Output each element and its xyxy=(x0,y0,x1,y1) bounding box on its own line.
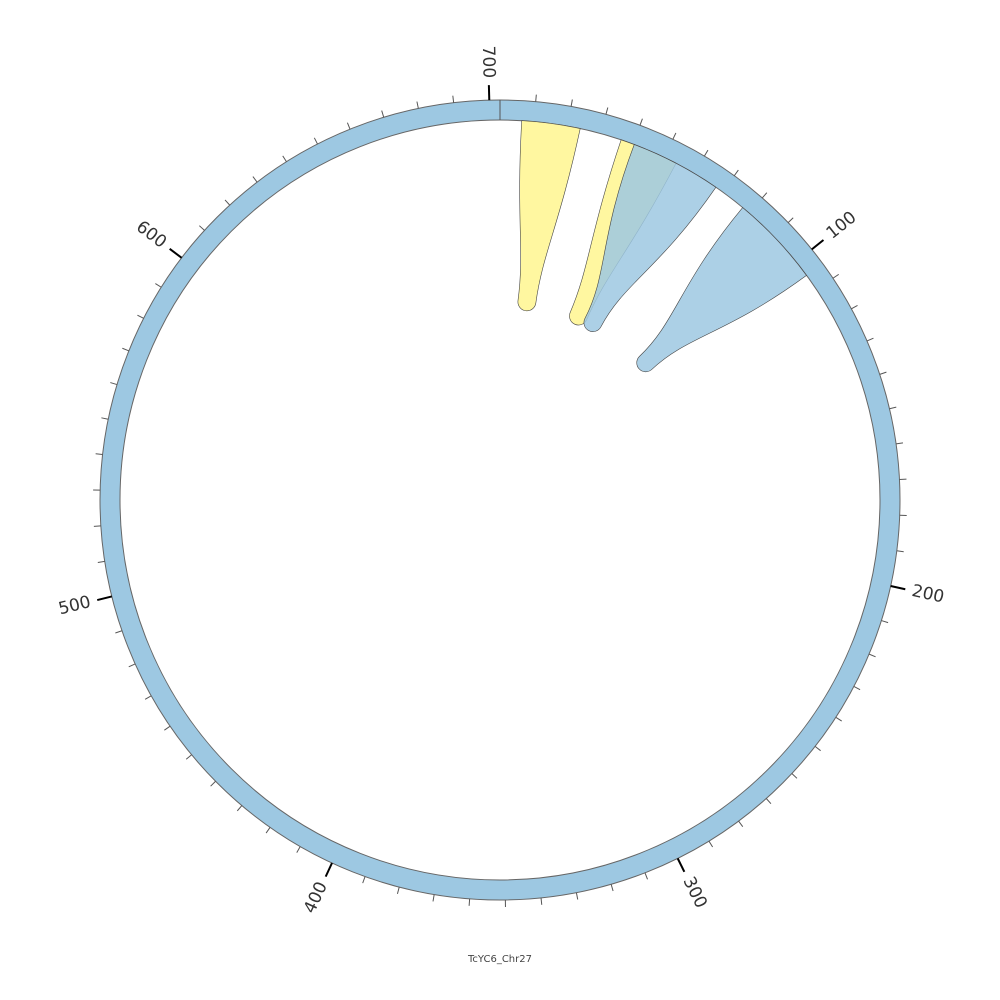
major-tick xyxy=(676,857,686,873)
tick-label: 200 xyxy=(910,581,946,608)
minor-tick xyxy=(95,453,103,456)
minor-tick xyxy=(115,630,123,634)
minor-tick xyxy=(575,892,579,900)
minor-tick xyxy=(644,872,648,880)
minor-tick xyxy=(110,382,118,386)
minor-tick xyxy=(832,273,840,279)
minor-tick xyxy=(733,169,739,177)
tick-label: 700 xyxy=(478,45,499,78)
minor-tick xyxy=(252,176,258,183)
minor-tick xyxy=(835,716,842,722)
minor-tick xyxy=(97,560,105,563)
chart-title: TcYC6_Chr27 xyxy=(467,954,532,965)
minor-tick xyxy=(210,780,216,787)
minor-tick xyxy=(346,122,351,130)
minor-tick xyxy=(881,620,889,624)
major-tick xyxy=(169,247,183,259)
minor-tick xyxy=(185,754,192,760)
minor-tick xyxy=(879,371,887,375)
major-tick xyxy=(97,595,113,602)
tick-label: 600 xyxy=(132,217,170,253)
major-tick xyxy=(324,862,333,878)
minor-tick xyxy=(381,110,385,118)
minor-tick xyxy=(101,417,109,420)
tick-label: 100 xyxy=(823,207,861,243)
minor-tick xyxy=(432,894,435,902)
minor-tick xyxy=(814,745,821,752)
minor-tick xyxy=(396,886,400,894)
tick-label: 500 xyxy=(57,592,93,619)
link xyxy=(636,207,807,373)
chromosome-track xyxy=(99,99,901,901)
minor-tick xyxy=(452,95,455,103)
minor-tick xyxy=(765,798,772,805)
minor-tick xyxy=(866,337,874,342)
minor-tick xyxy=(708,840,714,848)
tick-label: 300 xyxy=(678,874,710,912)
minor-tick xyxy=(570,99,573,107)
minor-tick xyxy=(144,695,152,700)
minor-tick xyxy=(540,897,543,905)
major-tick xyxy=(811,239,825,251)
minor-tick xyxy=(282,155,287,163)
minor-tick xyxy=(791,773,798,779)
minor-tick xyxy=(198,225,205,231)
major-tick xyxy=(890,585,906,591)
minor-tick xyxy=(853,685,861,691)
minor-tick xyxy=(137,314,144,319)
minor-tick xyxy=(128,663,136,668)
minor-tick xyxy=(639,118,643,126)
minor-tick xyxy=(265,827,271,834)
minor-tick xyxy=(672,132,677,140)
minor-tick xyxy=(155,283,162,288)
minor-tick xyxy=(296,846,301,853)
minor-tick xyxy=(851,305,858,310)
tick-label: 400 xyxy=(300,879,332,917)
minor-tick xyxy=(895,442,904,445)
minor-tick xyxy=(236,805,243,812)
minor-tick xyxy=(313,137,318,145)
minor-tick xyxy=(535,94,537,102)
minor-tick xyxy=(703,149,709,157)
minor-tick xyxy=(122,347,130,352)
minor-tick xyxy=(362,876,366,884)
link xyxy=(583,144,717,332)
minor-tick xyxy=(896,550,904,553)
minor-tick xyxy=(224,199,231,206)
minor-tick xyxy=(787,217,794,223)
minor-tick xyxy=(164,725,171,731)
minor-tick xyxy=(416,101,419,109)
minor-tick xyxy=(738,820,744,827)
minor-tick xyxy=(605,107,609,115)
minor-tick xyxy=(889,406,897,410)
minor-tick xyxy=(610,884,614,892)
minor-tick xyxy=(868,653,876,658)
link xyxy=(517,120,581,312)
minor-tick xyxy=(761,192,768,199)
minor-tick xyxy=(468,898,471,906)
